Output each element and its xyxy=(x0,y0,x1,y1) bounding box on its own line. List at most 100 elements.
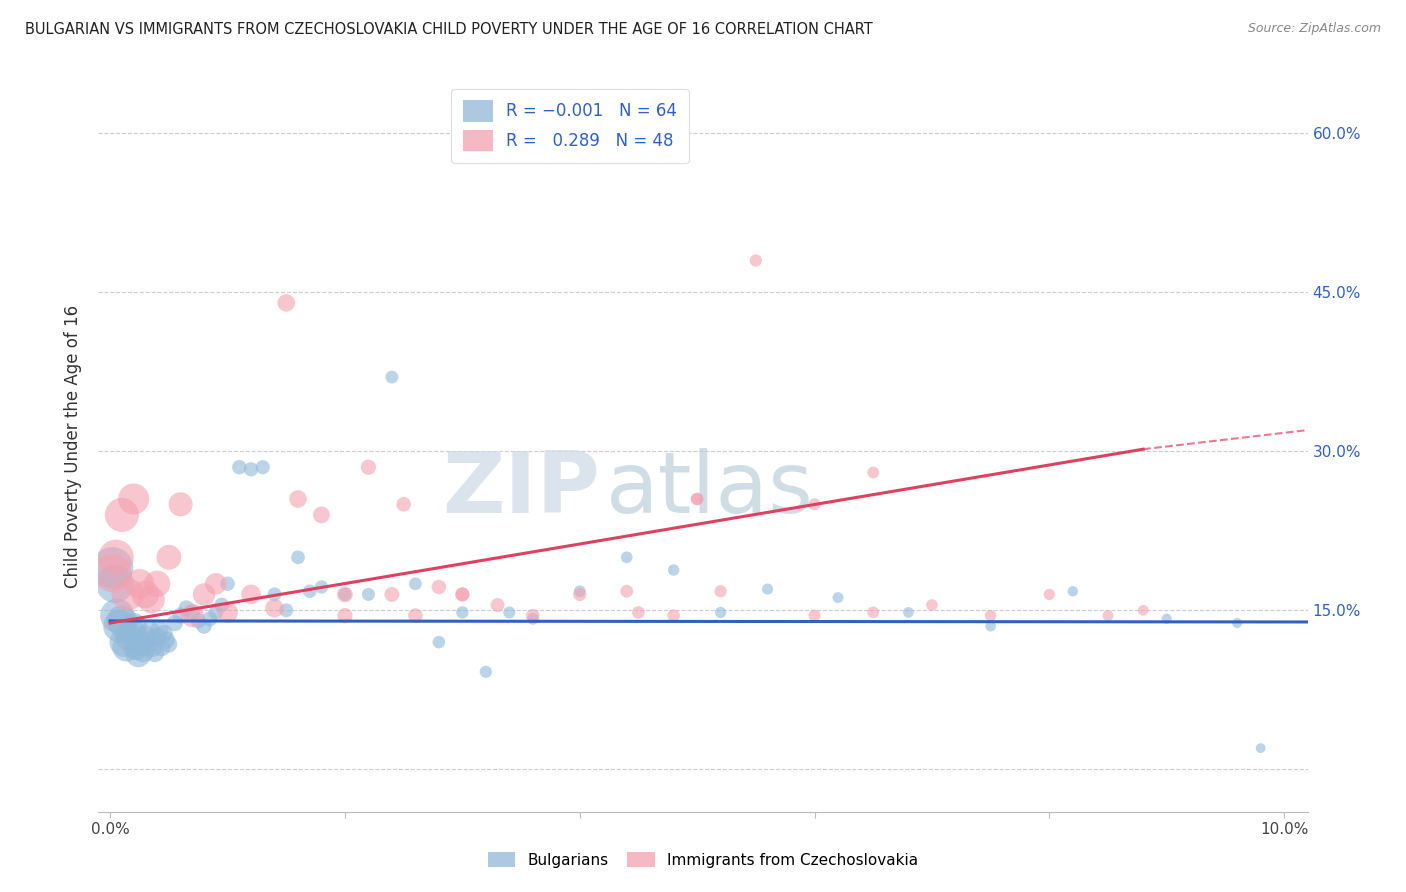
Point xyxy=(129,637,152,651)
Legend: R = −0.001   N = 64, R =   0.289   N = 48: R = −0.001 N = 64, R = 0.289 N = 48 xyxy=(451,88,689,163)
Point xyxy=(125,640,148,655)
Point xyxy=(710,606,733,620)
Point xyxy=(357,460,380,475)
Point xyxy=(118,630,141,644)
Point xyxy=(127,648,149,662)
Point xyxy=(475,665,498,679)
Point xyxy=(745,253,768,268)
Point xyxy=(134,587,156,601)
Point xyxy=(217,576,239,591)
Point xyxy=(662,608,685,623)
Point xyxy=(522,608,544,623)
Point xyxy=(921,598,943,612)
Point xyxy=(204,576,226,591)
Point xyxy=(111,508,134,522)
Text: ZIP: ZIP xyxy=(443,449,600,532)
Point xyxy=(146,630,169,644)
Point xyxy=(404,576,426,591)
Point xyxy=(1038,587,1060,601)
Point xyxy=(803,608,825,623)
Point xyxy=(522,612,544,626)
Point xyxy=(298,584,321,599)
Text: atlas: atlas xyxy=(606,449,814,532)
Point xyxy=(287,491,309,506)
Point xyxy=(1132,603,1154,617)
Point xyxy=(686,491,709,506)
Point xyxy=(198,612,221,626)
Point xyxy=(134,630,156,644)
Point xyxy=(146,576,169,591)
Point xyxy=(169,608,191,623)
Point xyxy=(1156,612,1178,626)
Point xyxy=(862,606,884,620)
Point xyxy=(157,637,180,651)
Point xyxy=(263,587,285,601)
Point xyxy=(132,643,155,657)
Point xyxy=(404,608,426,623)
Point xyxy=(451,587,474,601)
Point xyxy=(112,635,135,649)
Point xyxy=(392,497,415,511)
Point xyxy=(105,608,128,623)
Point xyxy=(486,598,509,612)
Point xyxy=(263,601,285,615)
Point xyxy=(897,606,920,620)
Point xyxy=(381,370,404,384)
Point xyxy=(1097,608,1119,623)
Point xyxy=(115,640,138,655)
Point xyxy=(128,576,150,591)
Point xyxy=(193,619,215,633)
Point xyxy=(616,584,638,599)
Point xyxy=(122,491,145,506)
Point xyxy=(157,550,180,565)
Point xyxy=(176,601,198,615)
Point xyxy=(141,592,163,607)
Point xyxy=(287,550,309,565)
Point xyxy=(117,587,139,601)
Point xyxy=(662,563,685,577)
Point xyxy=(101,566,124,581)
Point xyxy=(108,619,131,633)
Point xyxy=(276,296,298,310)
Point xyxy=(104,576,127,591)
Point xyxy=(240,462,263,476)
Point xyxy=(211,598,233,612)
Point xyxy=(311,580,333,594)
Text: BULGARIAN VS IMMIGRANTS FROM CZECHOSLOVAKIA CHILD POVERTY UNDER THE AGE OF 16 CO: BULGARIAN VS IMMIGRANTS FROM CZECHOSLOVA… xyxy=(25,22,873,37)
Point xyxy=(136,635,159,649)
Point xyxy=(1250,741,1272,756)
Point xyxy=(980,619,1002,633)
Point xyxy=(568,584,591,599)
Point xyxy=(568,587,591,601)
Point xyxy=(333,587,356,601)
Point xyxy=(141,640,163,655)
Point xyxy=(1226,615,1249,630)
Point xyxy=(1062,584,1084,599)
Point xyxy=(498,606,520,620)
Point xyxy=(122,619,145,633)
Point xyxy=(827,591,849,605)
Point xyxy=(333,608,356,623)
Point xyxy=(163,615,186,630)
Point xyxy=(143,646,166,660)
Point xyxy=(427,635,450,649)
Y-axis label: Child Poverty Under the Age of 16: Child Poverty Under the Age of 16 xyxy=(65,304,83,588)
Point xyxy=(980,608,1002,623)
Point xyxy=(153,626,176,640)
Point xyxy=(169,497,191,511)
Point xyxy=(756,582,779,596)
Point xyxy=(333,587,356,601)
Point xyxy=(150,640,173,655)
Point xyxy=(381,587,404,601)
Point xyxy=(204,606,226,620)
Point xyxy=(181,606,204,620)
Point xyxy=(252,460,274,475)
Point xyxy=(187,614,209,628)
Point xyxy=(616,550,638,565)
Point xyxy=(710,584,733,599)
Point xyxy=(240,587,263,601)
Point xyxy=(105,550,128,565)
Point xyxy=(148,623,170,637)
Point xyxy=(193,587,215,601)
Point xyxy=(357,587,380,601)
